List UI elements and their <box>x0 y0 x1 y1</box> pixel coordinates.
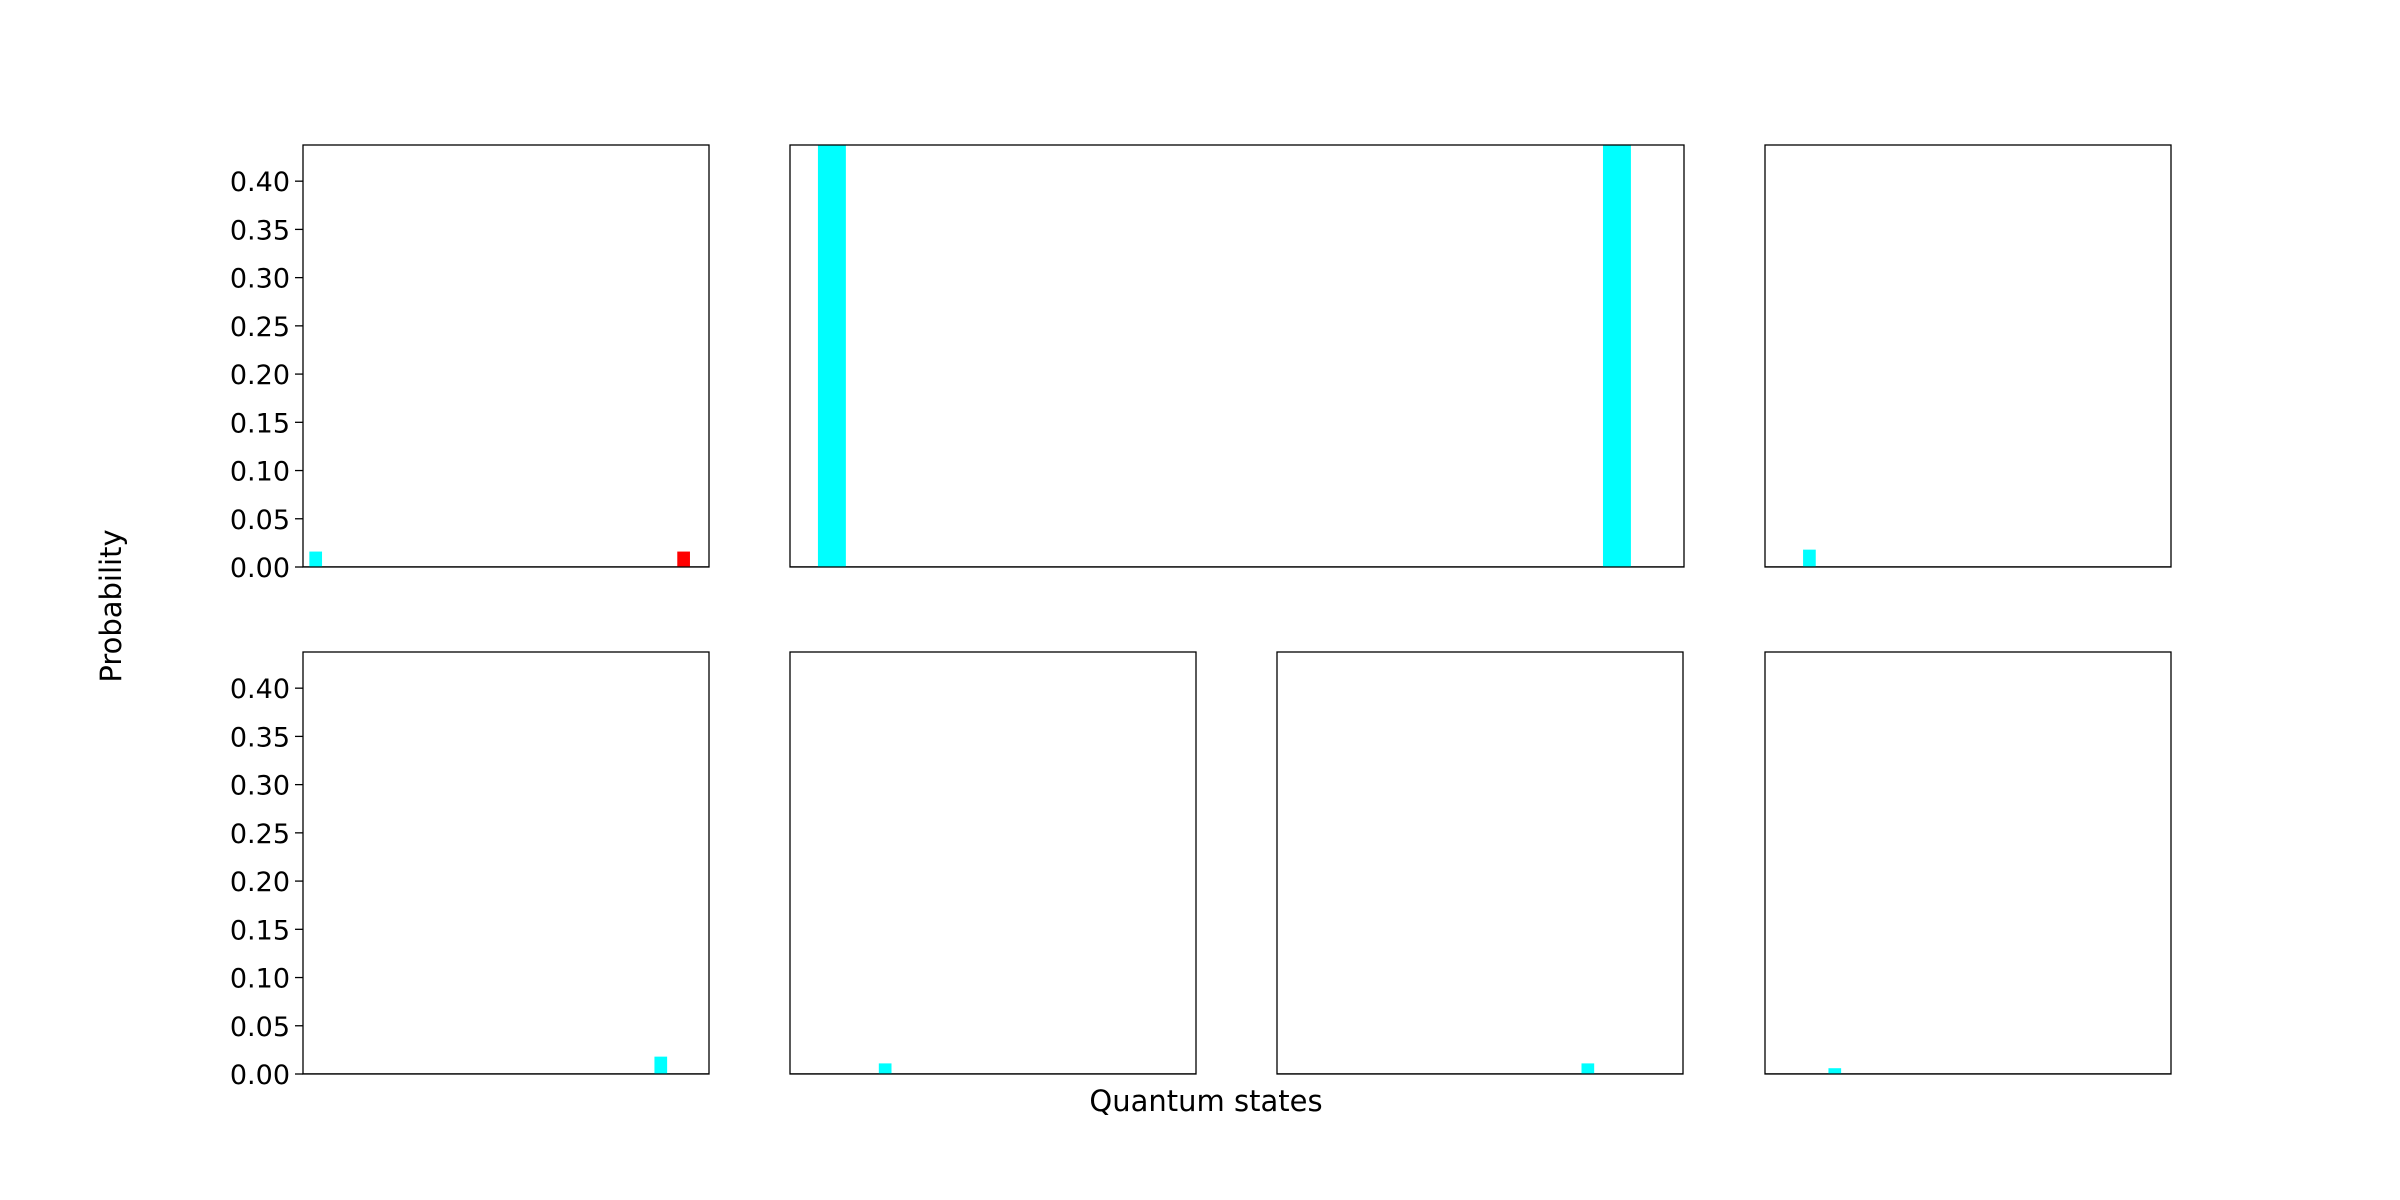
y-tick-label: 0.25 <box>230 819 290 850</box>
y-tick-label: 0.10 <box>230 457 290 488</box>
axes-frame <box>789 144 1685 568</box>
bar-top-right-0 <box>1803 549 1816 567</box>
subplot-top-right <box>1764 144 2172 568</box>
y-tick-label: 0.30 <box>230 771 290 802</box>
bar-series <box>878 1063 892 1074</box>
y-tick-label: 0.25 <box>230 312 290 343</box>
bar-series <box>1803 549 1816 567</box>
axes-frame <box>789 651 1197 1075</box>
subplot-bottom-2 <box>789 651 1197 1075</box>
axes-frame <box>302 651 710 1075</box>
x-axis-label: Quantum states <box>1089 1084 1322 1118</box>
y-tick-label: 0.05 <box>230 1012 290 1043</box>
axes-frame <box>1276 651 1684 1075</box>
bar-series <box>1581 1063 1595 1074</box>
bar-series <box>1828 1068 1842 1074</box>
subplot-bottom-4 <box>1764 651 2172 1075</box>
bar-bottom-4-0 <box>1828 1068 1842 1074</box>
bar-series <box>654 1056 668 1074</box>
bar-bottom-2-0 <box>878 1063 892 1074</box>
y-tick-label: 0.20 <box>230 867 290 898</box>
axes-frame <box>1764 144 2172 568</box>
y-tick-label: 0.00 <box>230 1060 290 1091</box>
bar-top-left-0 <box>309 551 323 567</box>
bar-bottom-1-0 <box>654 1056 668 1074</box>
y-tick-label: 0.20 <box>230 360 290 391</box>
y-tick-label: 0.05 <box>230 505 290 536</box>
y-tick-label: 0.35 <box>230 215 290 246</box>
y-tick-label: 0.00 <box>230 553 290 584</box>
axes-frame <box>1764 651 2172 1075</box>
bar-top-left-1 <box>677 551 690 567</box>
subplot-top-middle <box>789 144 1685 568</box>
subplots: 0.000.050.100.150.200.250.300.350.400.00… <box>230 144 2172 1091</box>
y-tick-label: 0.30 <box>230 264 290 295</box>
bar-series <box>309 551 690 567</box>
axes-frame <box>302 144 710 568</box>
subplot-bottom-1: 0.00 0.05 0.10 0.15 0.20 0.25 0.30 0.35 0.40 <box>230 651 710 1091</box>
bar-bottom-3-0 <box>1581 1063 1595 1074</box>
bar-series <box>817 145 1631 567</box>
y-tick-label: 0.15 <box>230 915 290 946</box>
y-tick-label: 0.40 <box>230 167 290 198</box>
y-axis-label: Probability <box>94 529 128 682</box>
y-tick-label: 0.40 <box>230 674 290 705</box>
bar-top-middle-0 <box>817 145 846 567</box>
y-tick-label: 0.35 <box>230 722 290 753</box>
y-tick-label: 0.10 <box>230 964 290 995</box>
subplot-bottom-3 <box>1276 651 1684 1075</box>
bar-top-middle-1 <box>1602 145 1631 567</box>
y-tick-label: 0.15 <box>230 408 290 439</box>
subplot-top-left: 0.00 0.05 0.10 0.15 0.20 0.25 0.30 0.35 0.40 <box>230 144 710 584</box>
